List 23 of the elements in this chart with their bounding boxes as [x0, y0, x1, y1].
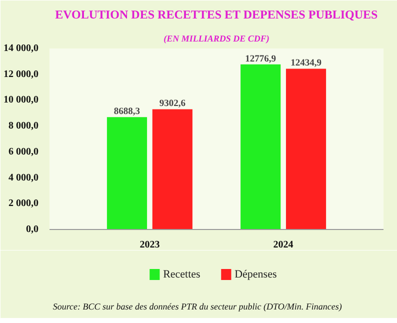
bar: [152, 109, 192, 230]
legend-label: Recettes: [163, 268, 200, 280]
legend-label: Dépenses: [234, 268, 277, 280]
x-tick-label: 2024: [273, 240, 294, 250]
data-label: 12776,9: [245, 54, 276, 64]
chart-title: EVOLUTION DES RECETTES ET DEPENSES PUBLIQUES: [55, 8, 378, 22]
data-label: 8688,3: [114, 107, 140, 118]
y-tick-label: 6 000,0: [8, 146, 38, 158]
y-tick-label: 10 000,0: [4, 94, 38, 106]
y-tick-label: 8 000,0: [8, 120, 38, 132]
bar: [240, 64, 281, 230]
source-note: Source: BCC sur base des données PTR du secteur public (DTO/Min. Finances): [52, 302, 342, 312]
bar: [106, 117, 148, 230]
y-tick-label: 0,0: [26, 224, 38, 235]
y-tick-label: 2 000,0: [8, 198, 38, 210]
chart-subtitle: (EN MILLIARDS DE CDF): [164, 34, 270, 44]
y-tick-label: 14 000,0: [4, 43, 38, 54]
y-tick-label: 4 000,0: [8, 172, 38, 184]
data-label: 12434,9: [290, 58, 322, 69]
y-tick-label: 12 000,0: [4, 68, 38, 80]
data-label: 9302,6: [159, 99, 186, 110]
bar: [286, 68, 326, 230]
x-tick-label: 2023: [140, 240, 160, 250]
